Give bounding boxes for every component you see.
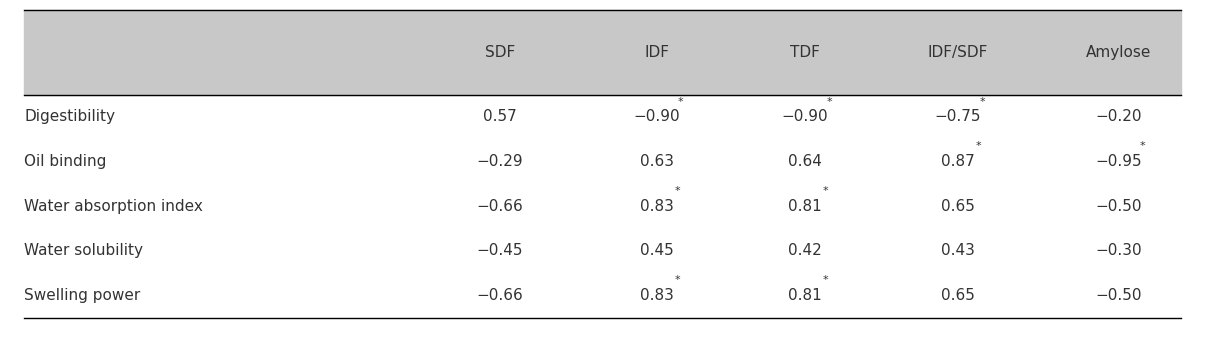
Text: Water solubility: Water solubility (24, 243, 143, 258)
Text: IDF/SDF: IDF/SDF (928, 45, 988, 60)
Text: −0.50: −0.50 (1095, 288, 1141, 303)
Text: −0.45: −0.45 (477, 243, 523, 258)
Text: −0.95: −0.95 (1095, 154, 1141, 169)
Text: *: * (980, 97, 984, 107)
Text: 0.64: 0.64 (788, 154, 822, 169)
Text: *: * (1140, 141, 1145, 151)
Text: Digestibility: Digestibility (24, 110, 116, 124)
Text: −0.90: −0.90 (634, 110, 680, 124)
Text: −0.50: −0.50 (1095, 199, 1141, 214)
Text: 0.83: 0.83 (640, 288, 674, 303)
Text: −0.20: −0.20 (1095, 110, 1141, 124)
Text: 0.83: 0.83 (640, 199, 674, 214)
Text: −0.75: −0.75 (935, 110, 981, 124)
Text: Water absorption index: Water absorption index (24, 199, 202, 214)
Text: *: * (827, 97, 831, 107)
Text: −0.90: −0.90 (782, 110, 828, 124)
Text: *: * (976, 141, 982, 151)
Text: *: * (823, 275, 829, 285)
Text: *: * (675, 275, 681, 285)
Bar (24, 10, 1181, 95)
Text: −0.66: −0.66 (477, 199, 523, 214)
Text: 0.65: 0.65 (941, 288, 975, 303)
Text: 0.81: 0.81 (788, 288, 822, 303)
Text: 0.87: 0.87 (941, 154, 975, 169)
Text: 0.81: 0.81 (788, 199, 822, 214)
Text: Amylose: Amylose (1086, 45, 1151, 60)
Text: 0.65: 0.65 (941, 199, 975, 214)
Text: *: * (675, 186, 681, 196)
Text: Oil binding: Oil binding (24, 154, 106, 169)
Text: −0.29: −0.29 (477, 154, 523, 169)
Text: IDF: IDF (645, 45, 669, 60)
Text: SDF: SDF (484, 45, 516, 60)
Text: *: * (678, 97, 683, 107)
Text: −0.30: −0.30 (1095, 243, 1141, 258)
Text: 0.57: 0.57 (483, 110, 517, 124)
Text: 0.63: 0.63 (640, 154, 674, 169)
Text: 0.43: 0.43 (941, 243, 975, 258)
Text: Swelling power: Swelling power (24, 288, 140, 303)
Text: TDF: TDF (790, 45, 819, 60)
Text: 0.42: 0.42 (788, 243, 822, 258)
Text: 0.45: 0.45 (640, 243, 674, 258)
Text: −0.66: −0.66 (477, 288, 523, 303)
Text: *: * (823, 186, 829, 196)
